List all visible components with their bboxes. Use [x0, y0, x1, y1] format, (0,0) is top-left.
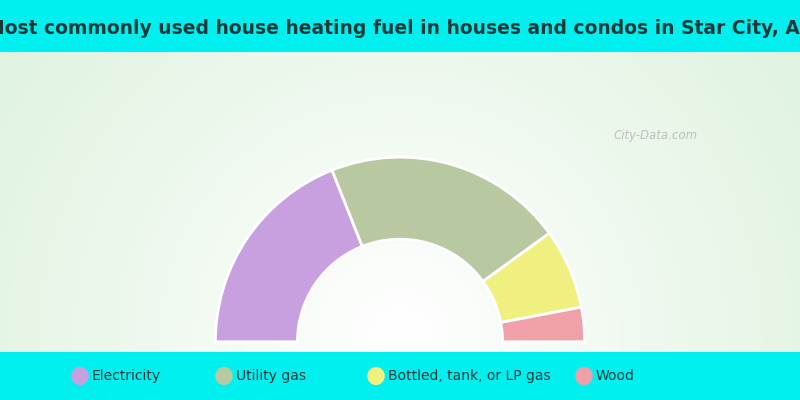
Text: Wood: Wood [596, 369, 635, 383]
Text: Utility gas: Utility gas [236, 369, 306, 383]
Wedge shape [332, 157, 550, 282]
Ellipse shape [71, 367, 89, 385]
Text: Most commonly used house heating fuel in houses and condos in Star City, AR: Most commonly used house heating fuel in… [0, 19, 800, 38]
Ellipse shape [575, 367, 593, 385]
Text: Bottled, tank, or LP gas: Bottled, tank, or LP gas [388, 369, 550, 383]
Wedge shape [501, 307, 585, 342]
Ellipse shape [367, 367, 385, 385]
Ellipse shape [215, 367, 233, 385]
Wedge shape [483, 233, 582, 322]
Text: Electricity: Electricity [92, 369, 161, 383]
Wedge shape [215, 170, 362, 342]
Text: City-Data.com: City-Data.com [614, 130, 698, 142]
